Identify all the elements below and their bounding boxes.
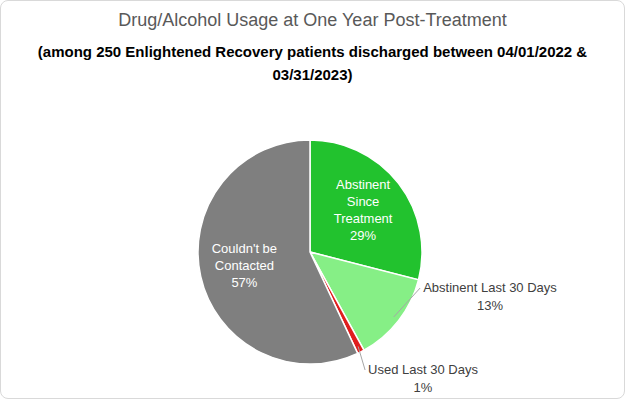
slice-value-label: 1% [414,380,433,395]
pie-labels: Abstinent Since Treatment 29% Abstinent Last… [212,177,558,395]
leader-line [394,288,420,317]
text-line: Since [347,194,380,209]
chart: Drug/Alcohol Usage at One Year Post-Trea… [0,0,625,399]
pie-slices [198,140,422,364]
text-line: Treatment [334,211,393,226]
text-line: Abstinent [336,177,391,192]
pie-slice [198,140,358,364]
slice-category-label: Abstinent Since Treatment [334,177,393,226]
chart-title: Drug/Alcohol Usage at One Year Post-Trea… [118,10,507,30]
text-line: Contacted [215,258,274,273]
text-line: 03/31/2023) [272,66,352,83]
chart-subtitle: (among 250 Enlightened Recovery patients… [38,43,588,83]
slice-value-label: 57% [231,275,257,290]
text-line: (among 250 Enlightened Recovery patients… [38,43,588,60]
text-line: Couldn't be [212,241,277,256]
slice-category-label: Used Last 30 Days [368,362,478,377]
slice-category-label: Couldn't be Contacted [212,241,277,273]
slice-value-label: 13% [477,298,503,313]
leader-line [358,346,365,370]
slice-category-label: Abstinent Last 30 Days [423,280,557,295]
slice-value-label: 29% [350,228,376,243]
